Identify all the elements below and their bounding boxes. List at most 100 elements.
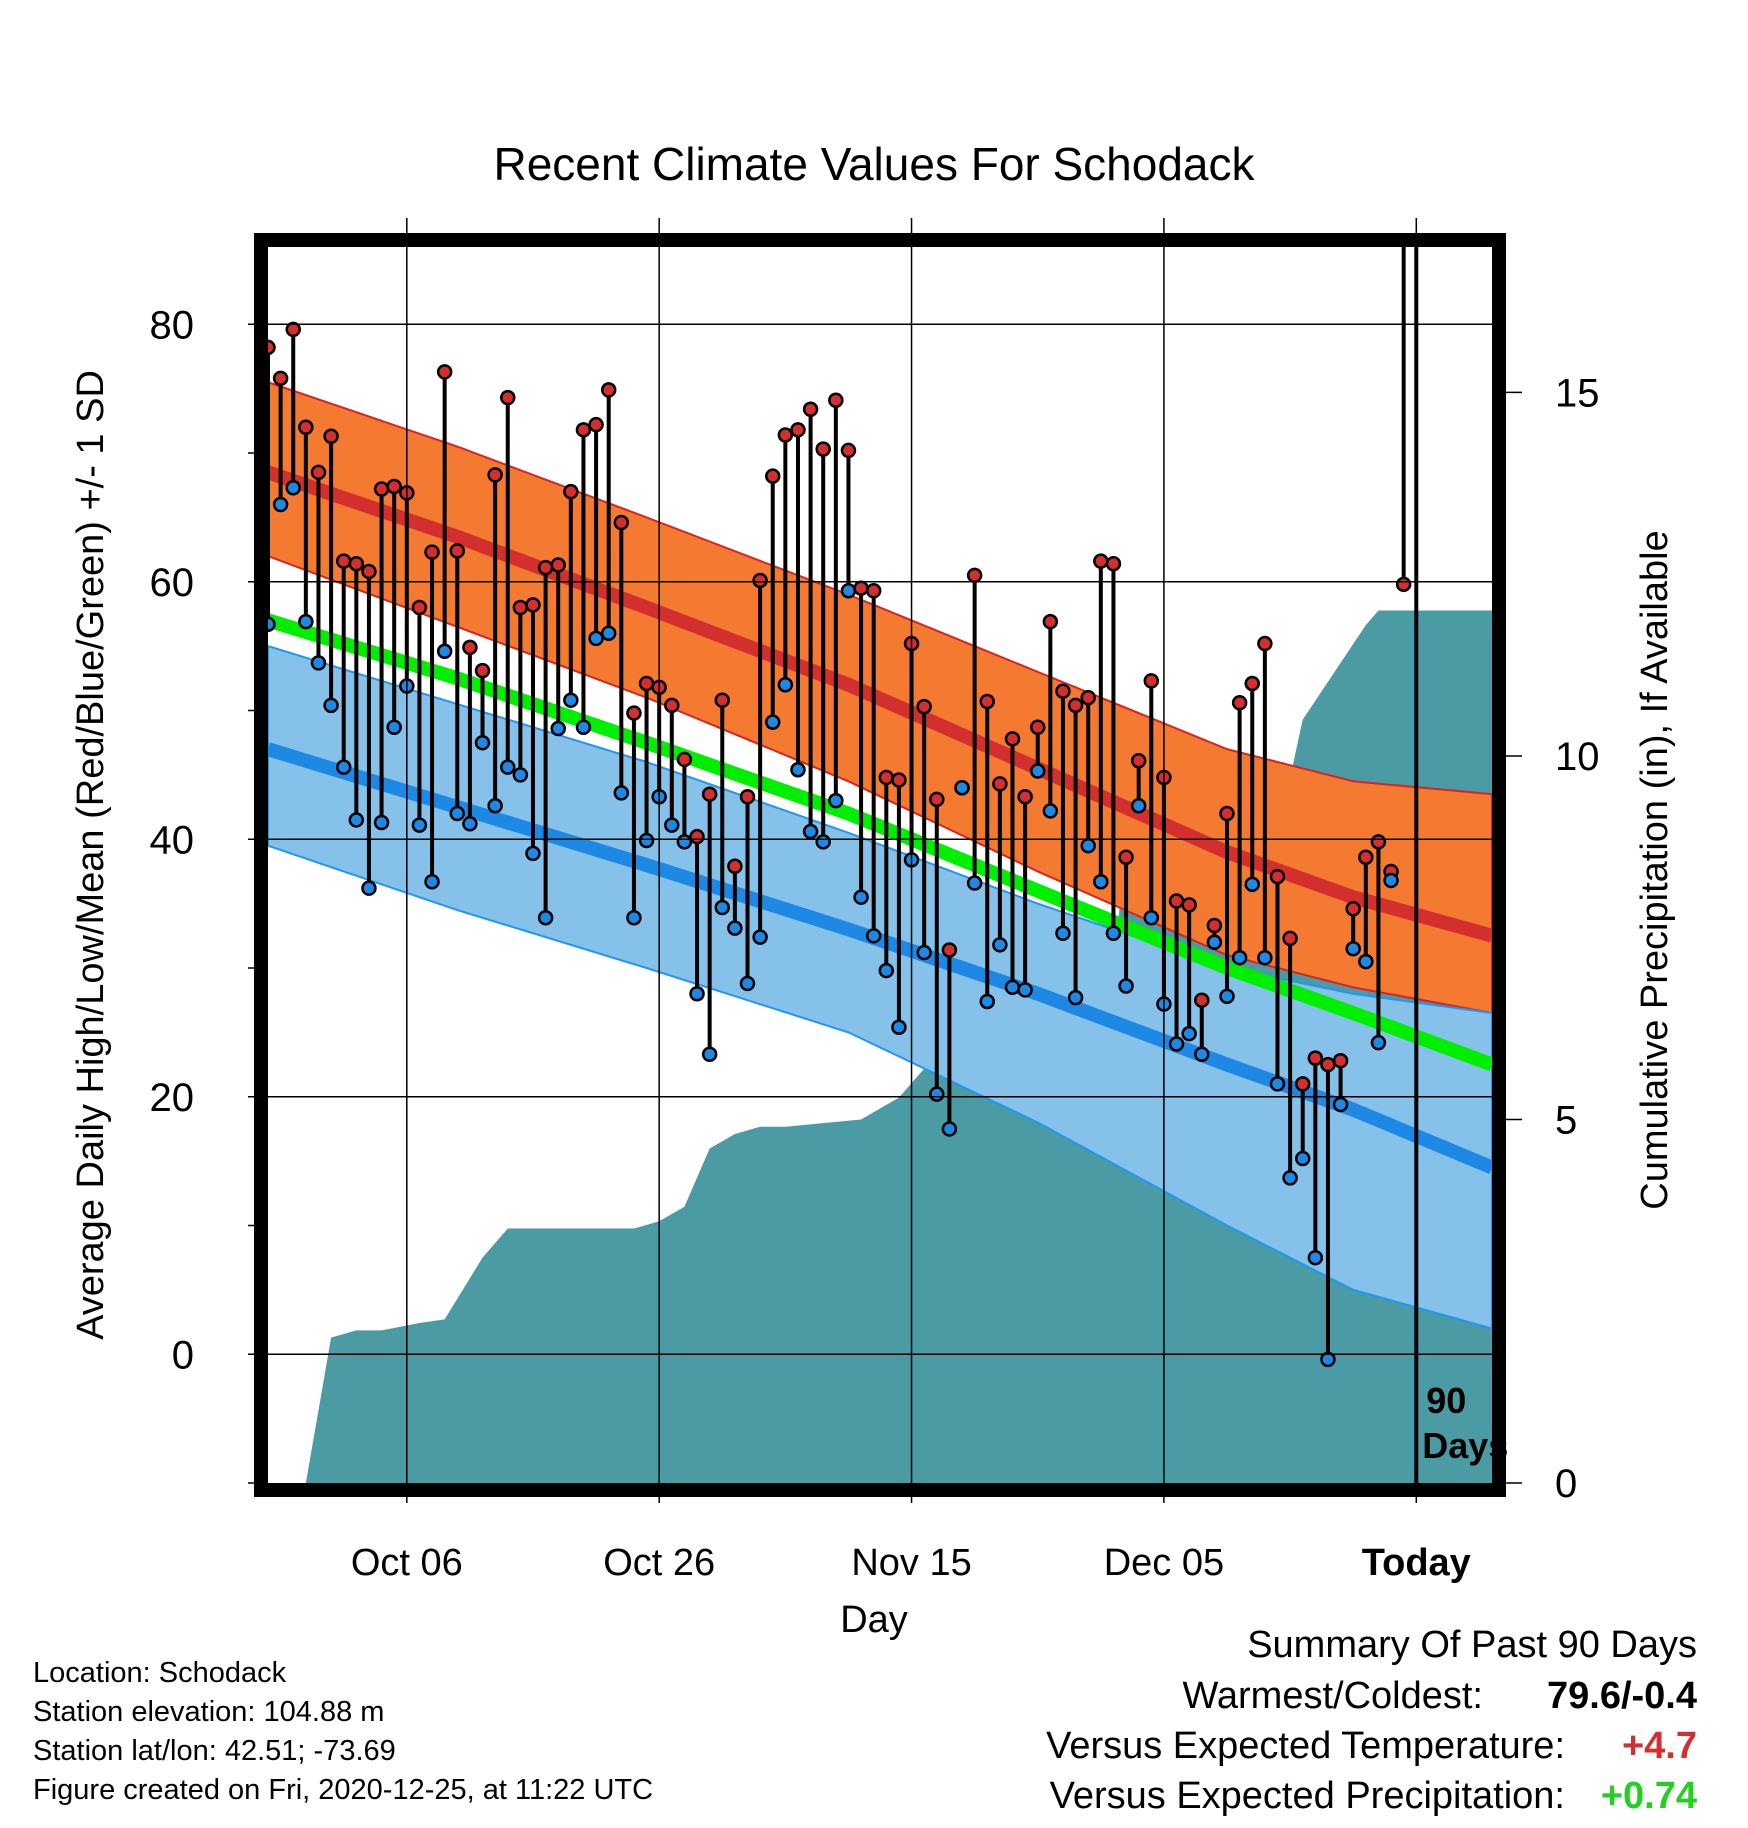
low-point [1017, 982, 1033, 998]
high-point [777, 427, 794, 443]
low-point [929, 1086, 945, 1102]
low-point [1004, 979, 1021, 996]
low-point [1143, 910, 1160, 926]
high-point [714, 692, 731, 708]
y-tick-label-right: 10 [1555, 735, 1600, 779]
summary-precip-label: Versus Expected Precipitation: [1049, 1775, 1565, 1817]
low-point [285, 480, 301, 496]
high-point [1004, 731, 1021, 747]
y-tick-label-left: 80 [150, 303, 195, 347]
high-point [992, 776, 1008, 792]
high-point [563, 483, 579, 500]
elevation-text: Station elevation: 104.88 m [33, 1696, 385, 1728]
high-point [966, 567, 983, 584]
today-days-number: 90 [1426, 1380, 1466, 1421]
high-point [1269, 868, 1286, 885]
high-point [1320, 1056, 1336, 1073]
low-point [790, 761, 806, 778]
low-point [865, 928, 882, 944]
low-mean-line [268, 742, 1492, 1175]
low-point [840, 583, 857, 599]
low-point [1105, 925, 1122, 941]
high-point [474, 662, 491, 679]
high-point [272, 370, 289, 387]
high-point [727, 858, 743, 875]
low-point [323, 697, 339, 714]
low-point [424, 873, 440, 890]
low-point [752, 929, 768, 945]
high-point [1093, 553, 1109, 569]
low-point [638, 832, 655, 849]
low-point [701, 1046, 718, 1063]
high-point [1219, 805, 1235, 822]
high-point [1143, 673, 1160, 689]
high-point [386, 478, 402, 495]
high-point [268, 339, 276, 356]
low-point [575, 719, 592, 735]
low-point [664, 817, 680, 833]
low-point [1181, 1025, 1197, 1042]
high-point [802, 401, 819, 417]
high-point [487, 467, 503, 483]
high-point [878, 769, 895, 786]
low-point [1130, 798, 1147, 814]
high-point [373, 481, 390, 497]
low-point [891, 1019, 907, 1035]
low-point [462, 816, 478, 832]
low-point [764, 714, 781, 730]
high-point [1194, 992, 1210, 1008]
summary-heading: Summary Of Past 90 Days [1247, 1624, 1697, 1666]
low-point [1042, 803, 1059, 819]
high-point [941, 942, 958, 958]
low-point [1067, 989, 1084, 1006]
y-tick-label-left: 0 [172, 1333, 194, 1377]
high-point [1055, 683, 1071, 699]
high-point [1370, 834, 1387, 850]
high-point [613, 514, 630, 531]
low-point [1358, 953, 1374, 970]
low-point [1219, 988, 1235, 1005]
x-tick-label: Oct 06 [351, 1542, 463, 1584]
low-point [853, 889, 869, 905]
high-point [1395, 576, 1412, 593]
low-point [1320, 1351, 1336, 1368]
high-point [1029, 719, 1046, 735]
high-point [449, 543, 466, 559]
high-point [310, 464, 327, 481]
low-point [563, 692, 579, 708]
low-point [941, 1121, 958, 1137]
high-point [361, 563, 377, 580]
high-point [285, 321, 301, 338]
low-point [992, 937, 1008, 953]
low-point [689, 986, 705, 1002]
low-point [954, 780, 970, 796]
y-tick-label-right: 5 [1555, 1098, 1577, 1142]
high-point [752, 572, 768, 589]
high-point [512, 599, 529, 616]
low-point [298, 613, 314, 630]
high-point [1282, 930, 1298, 947]
low-point [386, 719, 402, 735]
high-point [1332, 1052, 1349, 1069]
low-point [1282, 1170, 1298, 1186]
summary-precip-value: +0.74 [1600, 1775, 1697, 1817]
location-text: Location: Schodack [33, 1657, 287, 1689]
high-point [764, 468, 781, 484]
low-point [777, 677, 794, 693]
high-point [815, 441, 831, 457]
high-point [840, 442, 857, 459]
high-point [323, 428, 339, 445]
high-point [1130, 752, 1147, 769]
low-point [525, 845, 541, 862]
low-point [979, 993, 996, 1010]
low-sd-band [268, 645, 1492, 1330]
low-point [310, 655, 327, 671]
high-point [979, 693, 996, 710]
high-point [1067, 697, 1084, 714]
low-point [1194, 1046, 1210, 1063]
high-point [335, 553, 352, 569]
avg-mean-line [268, 613, 1492, 1072]
low-point [727, 920, 743, 936]
y-tick-label-right: 0 [1555, 1462, 1577, 1506]
